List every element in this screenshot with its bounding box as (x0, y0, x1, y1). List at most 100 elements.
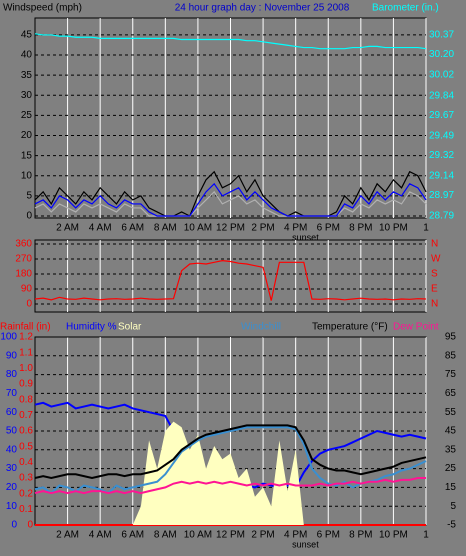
y-tick-label: 15 (21, 150, 33, 161)
y2-tick-label: 75 (445, 369, 457, 380)
x-tick-label: 12 PM (216, 223, 245, 234)
y-tick-label: 0 (11, 520, 17, 531)
x-tick-label: 1 (423, 223, 429, 234)
x-tick-label: 4 AM (89, 530, 112, 541)
y2-tick-label: 29.49 (429, 130, 454, 141)
y-tick-label: 90 (6, 350, 18, 361)
y3-tick-label: 0.1 (19, 504, 33, 515)
x-tick-label: 4 AM (89, 223, 112, 234)
y3-tick-label: 0 (27, 520, 33, 531)
y-tick-label: 0 (26, 299, 32, 310)
y2-tick-label: 45 (445, 426, 457, 437)
y2-tick-label: 29.67 (429, 110, 454, 121)
y2-tick-label: 30.20 (429, 49, 454, 60)
x-tick-label: 8 PM (349, 530, 372, 541)
legend-label: Solar (118, 322, 142, 333)
y2-tick-label: 29.32 (429, 150, 454, 161)
y3-tick-label: 0.8 (19, 394, 33, 405)
x-tick-label: 2 PM (251, 530, 274, 541)
y-tick-label: 70 (6, 388, 18, 399)
legend-label: Rainfall (in) (0, 322, 51, 333)
y-tick-label: 0 (26, 211, 32, 222)
legend-label: Dew Point (393, 322, 439, 333)
y-tick-label: 30 (21, 90, 33, 101)
y3-tick-label: 0.4 (19, 457, 33, 468)
line (34, 190, 427, 217)
y-tick-label: 360 (15, 239, 32, 250)
y-tick-label: 50 (6, 426, 18, 437)
x-tick-label: 4 PM (284, 530, 307, 541)
y-tick-label: 25 (21, 110, 33, 121)
x-tick-label: 8 AM (154, 530, 177, 541)
x-tick-label: 2 AM (56, 530, 79, 541)
y2label: Barometer (in.) (372, 3, 439, 14)
legend-label: Humidity % (66, 322, 117, 333)
x-tick-label: 1 (423, 530, 429, 541)
title: 24 hour graph day : November 25 2008 (175, 3, 350, 14)
y3-tick-label: 0.9 (19, 379, 33, 390)
x-tick-label: 6 AM (121, 530, 144, 541)
x-tick-label: 6 PM (317, 223, 340, 234)
y-tick-label: 20 (6, 482, 18, 493)
line (34, 477, 426, 495)
legend-label: Windchill (241, 322, 281, 333)
area (35, 421, 426, 525)
y-tick-label: 40 (6, 444, 18, 455)
y-tick-label: 5 (26, 191, 32, 202)
y-tick-label: 30 (6, 463, 18, 474)
y3-tick-label: 0.7 (19, 410, 33, 421)
y2-tick-label: 28.79 (429, 211, 454, 222)
line (34, 182, 427, 217)
y2-tick-label: 85 (445, 350, 457, 361)
y3-tick-label: 1.1 (19, 347, 33, 358)
y-tick-label: 45 (21, 30, 33, 41)
x-tick-label: 4 PM (284, 223, 307, 234)
y2-tick-label: 30.37 (429, 30, 454, 41)
line (34, 424, 427, 480)
y-tick-label: 90 (21, 284, 33, 295)
x-tick-label: 2 AM (56, 223, 79, 234)
legend-label: Temperature (°F) (312, 322, 388, 333)
x-tick-label: 8 PM (349, 223, 372, 234)
y2-tick-label: 28.97 (429, 190, 454, 201)
x-tick-label: 10 AM (184, 223, 212, 234)
y2-tick-label: W (431, 254, 441, 265)
y3-tick-label: 0.5 (19, 441, 33, 452)
y2-tick-label: 29.84 (429, 90, 454, 101)
y-tick-label: 40 (21, 50, 33, 61)
y-tick-label: 100 (0, 332, 17, 343)
y2-tick-label: E (431, 284, 438, 295)
y3-tick-label: 1.2 (19, 332, 33, 343)
line (34, 260, 427, 301)
x-tick-label: 10 PM (379, 223, 408, 234)
y-tick-label: 80 (6, 369, 18, 380)
y3-tick-label: 1.0 (19, 363, 33, 374)
y2-tick-label: 35 (445, 444, 457, 455)
y2-tick-label: -5 (447, 520, 456, 531)
y-tick-label: 60 (6, 407, 18, 418)
annotation: sunset (292, 539, 319, 549)
x-tick-label: 10 AM (184, 530, 212, 541)
y-tick-label: 10 (21, 170, 33, 181)
y2-tick-label: 29.14 (429, 170, 454, 181)
y2-tick-label: 30.02 (429, 70, 454, 81)
y2-tick-label: N (431, 239, 438, 250)
y2-tick-label: S (431, 269, 438, 280)
y2-tick-label: 95 (445, 332, 457, 343)
y2-tick-label: 15 (445, 482, 457, 493)
y-tick-label: 20 (21, 130, 33, 141)
y-tick-label: 180 (15, 269, 32, 280)
y-tick-label: 35 (21, 70, 33, 81)
x-tick-label: 10 PM (379, 530, 408, 541)
ylabel: Windspeed (mph) (3, 3, 82, 14)
line (34, 33, 427, 50)
annotation: sunset (292, 232, 319, 242)
x-tick-label: 2 PM (251, 223, 274, 234)
x-tick-label: 8 AM (154, 223, 177, 234)
x-tick-label: 6 AM (121, 223, 144, 234)
y3-tick-label: 0.2 (19, 488, 33, 499)
y2-tick-label: 55 (445, 407, 457, 418)
y2-tick-label: 5 (450, 501, 456, 512)
x-tick-label: 12 PM (216, 530, 245, 541)
